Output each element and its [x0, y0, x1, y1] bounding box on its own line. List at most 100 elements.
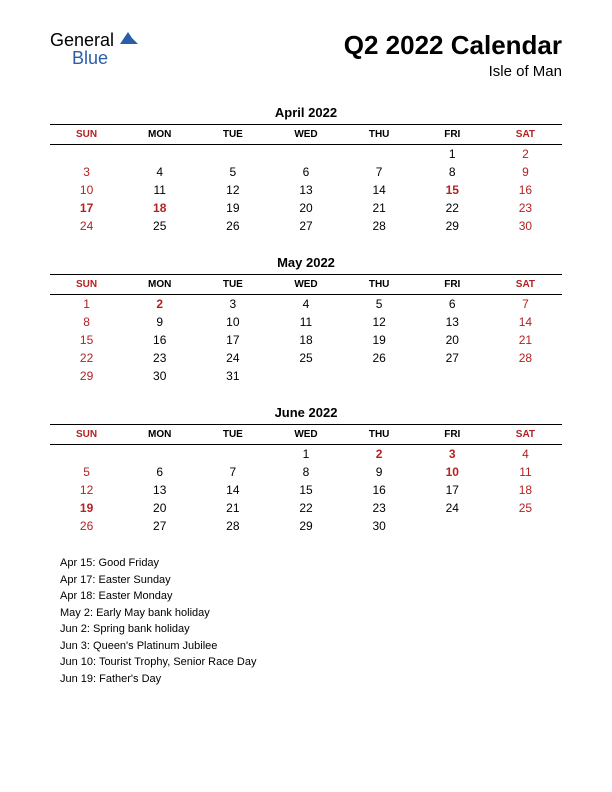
calendar-cell: 13 — [123, 481, 196, 499]
holiday-item: Jun 3: Queen's Platinum Jubilee — [60, 638, 562, 655]
calendar-cell: 1 — [416, 145, 489, 164]
calendar-row: 17181920212223 — [50, 199, 562, 217]
day-header: WED — [269, 125, 342, 145]
month-title: June 2022 — [50, 405, 562, 420]
calendar-cell: 21 — [489, 331, 562, 349]
calendar-cell: 21 — [196, 499, 269, 517]
calendar-cell: 22 — [416, 199, 489, 217]
calendar-cell: 7 — [489, 295, 562, 314]
calendar-cell: 14 — [343, 181, 416, 199]
calendar-cell: 4 — [489, 445, 562, 464]
day-header: TUE — [196, 425, 269, 445]
calendar-cell — [343, 367, 416, 385]
calendar-cell: 3 — [196, 295, 269, 314]
calendar-cell — [269, 367, 342, 385]
calendar-cell: 1 — [269, 445, 342, 464]
calendar-cell: 28 — [196, 517, 269, 535]
calendar-cell: 14 — [196, 481, 269, 499]
calendar-cell: 17 — [416, 481, 489, 499]
calendar-row: 1234567 — [50, 295, 562, 314]
calendar-cell: 23 — [489, 199, 562, 217]
calendar-cell: 6 — [123, 463, 196, 481]
calendar-cell: 3 — [50, 163, 123, 181]
month-title: May 2022 — [50, 255, 562, 270]
calendar-cell: 18 — [269, 331, 342, 349]
calendar-cell: 12 — [343, 313, 416, 331]
calendar-cell: 24 — [196, 349, 269, 367]
holidays-list: Apr 15: Good FridayApr 17: Easter Sunday… — [50, 555, 562, 687]
calendar-cell: 19 — [343, 331, 416, 349]
day-header: SAT — [489, 125, 562, 145]
calendar-cell: 9 — [123, 313, 196, 331]
calendar-cell: 28 — [489, 349, 562, 367]
calendar-cell: 4 — [123, 163, 196, 181]
holiday-item: Apr 15: Good Friday — [60, 555, 562, 572]
calendar-row: 293031 — [50, 367, 562, 385]
calendar-cell: 11 — [269, 313, 342, 331]
calendar-cell: 2 — [489, 145, 562, 164]
calendar-cell: 27 — [416, 349, 489, 367]
calendar-cell: 7 — [343, 163, 416, 181]
calendar-cell: 24 — [416, 499, 489, 517]
calendar-cell — [416, 517, 489, 535]
holiday-item: May 2: Early May bank holiday — [60, 605, 562, 622]
day-header: MON — [123, 425, 196, 445]
month-block: May 2022SUNMONTUEWEDTHUFRISAT12345678910… — [50, 255, 562, 385]
calendar-cell: 10 — [416, 463, 489, 481]
calendar-cell: 8 — [416, 163, 489, 181]
calendar-row: 891011121314 — [50, 313, 562, 331]
logo-blue-text: Blue — [72, 48, 108, 69]
calendar-cell: 19 — [50, 499, 123, 517]
calendar-cell: 25 — [269, 349, 342, 367]
calendar-cell: 19 — [196, 199, 269, 217]
calendar-cell: 17 — [196, 331, 269, 349]
calendar-table: SUNMONTUEWEDTHUFRISAT1234567891011121314… — [50, 274, 562, 385]
calendar-cell: 18 — [123, 199, 196, 217]
calendar-cell — [123, 445, 196, 464]
calendar-cell — [489, 367, 562, 385]
calendar-row: 1234 — [50, 445, 562, 464]
calendar-cell: 27 — [269, 217, 342, 235]
month-block: June 2022SUNMONTUEWEDTHUFRISAT1234567891… — [50, 405, 562, 535]
calendar-cell: 16 — [123, 331, 196, 349]
calendar-cell: 15 — [269, 481, 342, 499]
calendar-cell: 20 — [123, 499, 196, 517]
logo-blue-row: Blue — [72, 48, 108, 69]
calendar-cell: 29 — [416, 217, 489, 235]
day-header: WED — [269, 275, 342, 295]
calendar-cell: 15 — [50, 331, 123, 349]
calendar-cell: 17 — [50, 199, 123, 217]
calendar-cell: 8 — [50, 313, 123, 331]
calendar-cell: 18 — [489, 481, 562, 499]
month-title: April 2022 — [50, 105, 562, 120]
calendar-cell — [269, 145, 342, 164]
calendar-row: 19202122232425 — [50, 499, 562, 517]
calendar-cell: 16 — [489, 181, 562, 199]
calendar-cell — [196, 445, 269, 464]
day-header: THU — [343, 125, 416, 145]
title-block: Q2 2022 Calendar Isle of Man — [344, 30, 562, 80]
calendar-row: 3456789 — [50, 163, 562, 181]
calendar-cell: 21 — [343, 199, 416, 217]
holiday-item: Jun 19: Father's Day — [60, 671, 562, 688]
calendar-cell: 29 — [50, 367, 123, 385]
calendar-row: 24252627282930 — [50, 217, 562, 235]
calendar-cell: 9 — [343, 463, 416, 481]
calendar-cell: 22 — [269, 499, 342, 517]
calendar-cell: 15 — [416, 181, 489, 199]
calendar-cell: 13 — [269, 181, 342, 199]
calendar-cell: 20 — [416, 331, 489, 349]
month-block: April 2022SUNMONTUEWEDTHUFRISAT123456789… — [50, 105, 562, 235]
calendar-cell: 24 — [50, 217, 123, 235]
day-header: SAT — [489, 425, 562, 445]
calendar-cell: 23 — [343, 499, 416, 517]
calendar-cell: 25 — [489, 499, 562, 517]
calendar-cell: 8 — [269, 463, 342, 481]
holiday-item: Apr 17: Easter Sunday — [60, 572, 562, 589]
calendar-cell: 2 — [343, 445, 416, 464]
calendar-cell: 2 — [123, 295, 196, 314]
calendar-cell: 5 — [343, 295, 416, 314]
logo-icon — [118, 30, 140, 51]
holiday-item: Jun 10: Tourist Trophy, Senior Race Day — [60, 654, 562, 671]
page-title: Q2 2022 Calendar — [344, 30, 562, 61]
